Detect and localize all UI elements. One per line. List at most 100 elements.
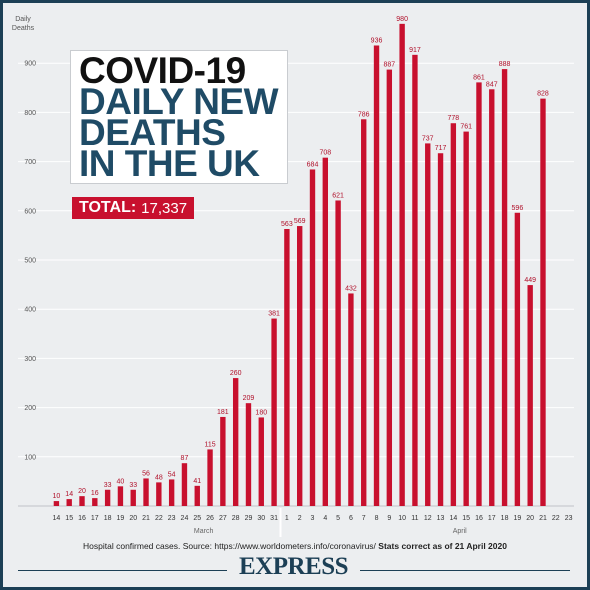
bar: [412, 54, 418, 506]
x-tick-label: 6: [349, 515, 353, 522]
footnote: Hospital confirmed cases. Source: https:…: [0, 541, 590, 551]
x-tick-label: 16: [78, 515, 86, 522]
data-label: 596: [512, 205, 524, 212]
x-tick-label: 22: [552, 515, 560, 522]
bar: [271, 318, 277, 506]
y-tick-label: 400: [24, 307, 36, 314]
bar: [92, 498, 98, 506]
data-label: 432: [345, 285, 357, 292]
data-label: 786: [358, 111, 370, 118]
data-label: 181: [217, 409, 229, 416]
bar: [168, 479, 175, 506]
x-tick-label: 13: [437, 515, 445, 522]
data-label: 621: [332, 192, 344, 199]
brand-divider-right: [360, 570, 570, 571]
brand-divider-left: [18, 570, 227, 571]
bar: [425, 143, 431, 506]
x-tick-label: 4: [323, 515, 327, 522]
data-label: 33: [104, 482, 112, 489]
bar: [437, 153, 444, 506]
bar: [104, 489, 111, 506]
x-tick-label: 15: [65, 515, 73, 522]
data-label: 10: [53, 493, 61, 500]
data-label: 980: [396, 16, 408, 23]
bar: [181, 463, 188, 506]
title-line-3: DEATHS: [79, 112, 226, 153]
y-tick-label: 800: [24, 110, 36, 117]
data-label: 56: [142, 470, 150, 477]
bar: [335, 200, 341, 506]
data-label: 180: [255, 409, 267, 416]
x-tick-label: 18: [501, 515, 509, 522]
data-label: 14: [65, 491, 73, 498]
y-tick-label: 300: [24, 356, 36, 363]
total-label: TOTAL:: [79, 199, 137, 216]
data-label: 40: [117, 478, 125, 485]
title-line-2: DAILY NEW: [79, 81, 279, 122]
bar: [348, 293, 354, 506]
x-tick-label: 14: [53, 515, 61, 522]
bar: [245, 403, 252, 506]
bar: [501, 69, 508, 506]
data-label: 115: [204, 441, 215, 448]
data-label: 847: [486, 81, 498, 88]
bar: [130, 489, 136, 506]
y-tick-label: 900: [24, 61, 36, 68]
x-tick-label: 20: [526, 515, 534, 522]
x-tick-label: 2: [298, 515, 302, 522]
y-tick-label: 500: [24, 258, 36, 265]
x-tick-label: 17: [91, 515, 99, 522]
y-tick-label: 600: [24, 208, 36, 215]
bar: [53, 501, 60, 506]
bar: [207, 449, 213, 506]
data-label: 684: [307, 161, 319, 168]
x-tick-label: 14: [449, 515, 457, 522]
bar: [66, 499, 72, 506]
data-label: 717: [435, 145, 447, 152]
bar: [309, 169, 316, 507]
data-label: 778: [448, 115, 460, 122]
bar: [514, 212, 521, 506]
data-label: 48: [155, 474, 163, 481]
x-tick-label: 9: [387, 515, 391, 522]
data-label: 260: [230, 370, 242, 377]
x-tick-label: 1: [285, 515, 289, 522]
data-label: 449: [524, 277, 536, 284]
bar: [156, 482, 162, 506]
data-label: 569: [294, 218, 306, 225]
bar: [527, 285, 533, 506]
total-value: 17,337: [141, 199, 188, 217]
bar: [489, 89, 495, 506]
y-tick-label: 100: [24, 454, 36, 461]
month-label: March: [194, 528, 214, 535]
chart-title: COVID-19 DAILY NEW DEATHS IN THE UK: [70, 50, 288, 184]
x-tick-label: 8: [375, 515, 379, 522]
x-tick-label: 12: [424, 515, 432, 522]
month-label: April: [453, 528, 467, 535]
x-tick-label: 28: [232, 515, 240, 522]
x-tick-label: 15: [462, 515, 470, 522]
data-label: 209: [243, 395, 255, 402]
bar: [143, 478, 149, 506]
stats-date-note: Stats correct as of 21 April 2020: [378, 541, 507, 551]
data-label: 761: [460, 124, 472, 131]
y-axis-label: Daily: [15, 16, 31, 23]
bar: [232, 378, 239, 506]
bar: [399, 23, 405, 507]
x-tick-label: 20: [129, 515, 137, 522]
data-label: 708: [319, 150, 331, 157]
data-label: 16: [91, 490, 99, 497]
bar: [284, 229, 290, 506]
bar: [450, 123, 457, 506]
bar: [476, 82, 482, 506]
bar: [194, 485, 200, 506]
x-tick-label: 19: [117, 515, 125, 522]
x-tick-label: 7: [362, 515, 366, 522]
bar: [220, 416, 226, 506]
bar: [322, 157, 328, 506]
bar: [463, 131, 469, 506]
data-label: 381: [268, 311, 280, 318]
data-label: 20: [78, 488, 86, 495]
bar: [386, 69, 393, 506]
